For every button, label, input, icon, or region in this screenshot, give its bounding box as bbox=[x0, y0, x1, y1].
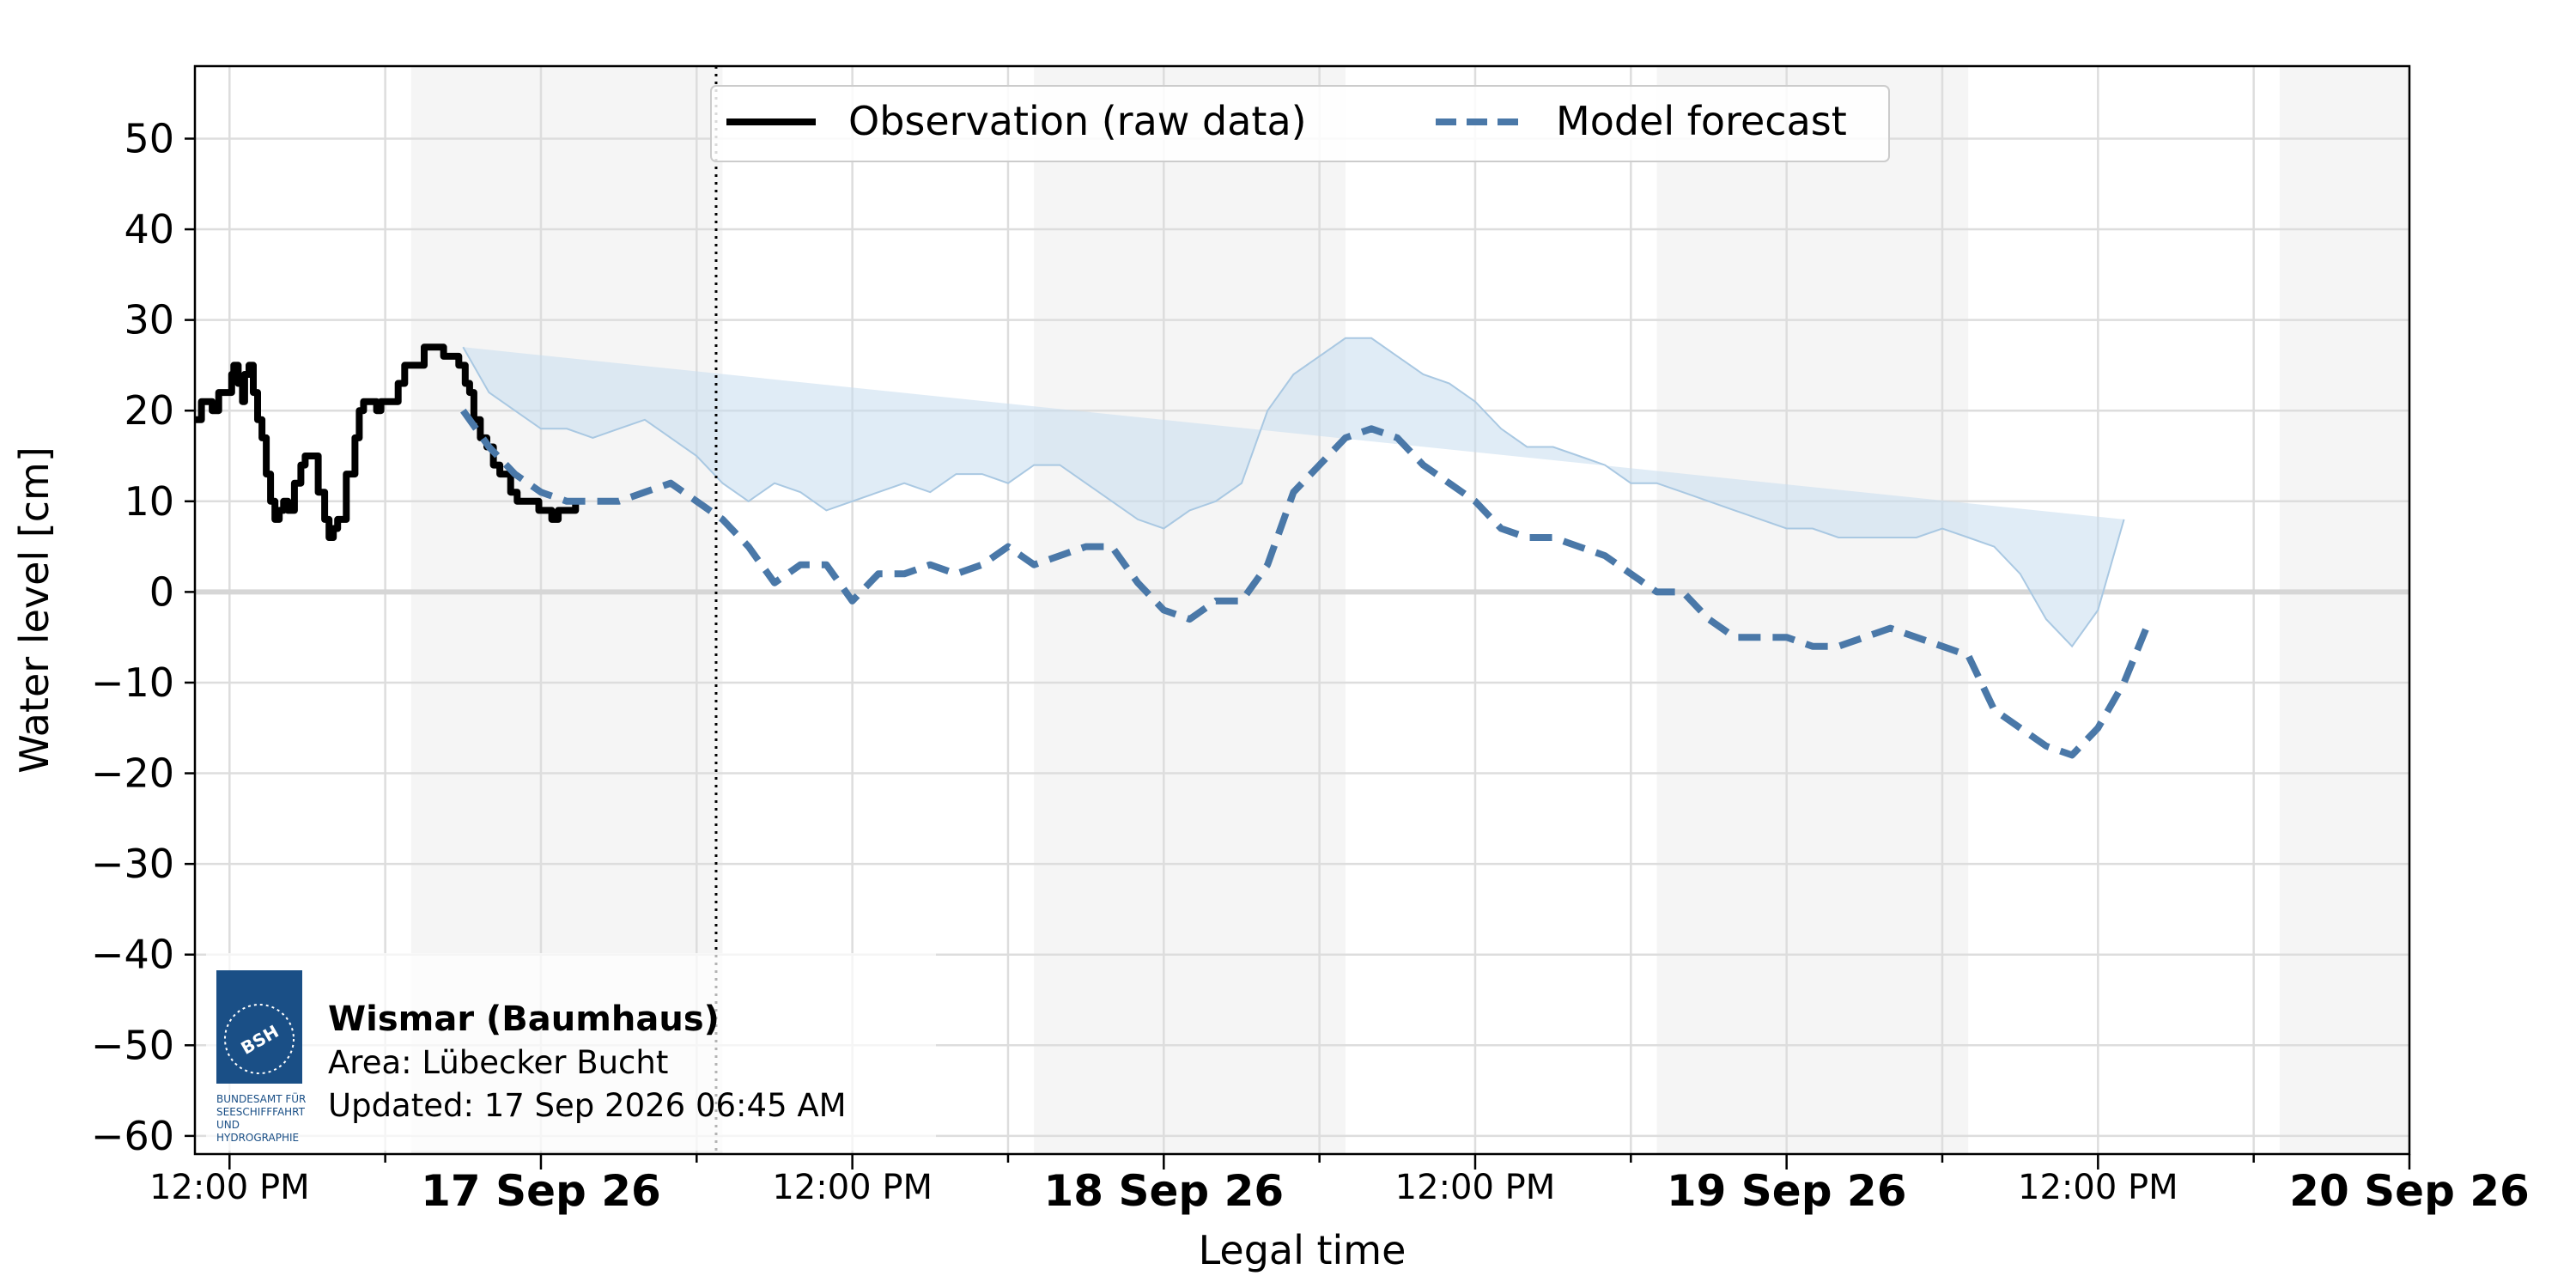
bsh-caption-4: HYDROGRAPHIE bbox=[216, 1132, 299, 1144]
x-tick-label-minor-1: 12:00 PM bbox=[772, 1168, 933, 1207]
station-area: Area: Lübecker Bucht bbox=[328, 1044, 668, 1081]
bsh-logo-ring bbox=[224, 1004, 295, 1074]
night-band-1 bbox=[1034, 66, 1346, 1154]
y-tick-label-4: 10 bbox=[124, 478, 174, 525]
y-axis-ticks: 50 40 30 20 10 0 −10 −20 −30 −40 −50 −60 bbox=[91, 115, 195, 1159]
observation-line bbox=[195, 343, 580, 541]
x-tick-label-major-2: 19 Sep 26 bbox=[1667, 1166, 1907, 1216]
forecast-uncertainty-band bbox=[462, 337, 2125, 648]
legend-observation-label: Observation (raw data) bbox=[848, 98, 1307, 144]
x-tick-label-minor-3: 12:00 PM bbox=[2018, 1168, 2178, 1207]
bsh-caption-1: BUNDESAMT FÜR bbox=[216, 1091, 306, 1105]
bsh-caption-3: UND bbox=[216, 1119, 240, 1131]
x-tick-label-minor-2: 12:00 PM bbox=[1395, 1168, 1556, 1207]
night-shading bbox=[410, 66, 2409, 1154]
plot-frame bbox=[193, 64, 2411, 1156]
station-name: Wismar (Baumhaus) bbox=[328, 999, 720, 1039]
x-tick-label-major-3: 20 Sep 26 bbox=[2289, 1166, 2530, 1216]
y-tick-label-11: −60 bbox=[91, 1113, 174, 1159]
series-lines bbox=[195, 343, 2154, 759]
bsh-logo: BSH BUNDESAMT FÜR SEESCHIFFFAHRT UND HYD… bbox=[216, 970, 306, 1144]
y-tick-label-3: 20 bbox=[124, 387, 174, 434]
legend-forecast-label: Model forecast bbox=[1556, 98, 1847, 144]
x-axis-ticks: 12:00 PM 12:00 PM 12:00 PM 12:00 PM 17 Sep 2… bbox=[149, 1154, 2530, 1216]
night-band-2 bbox=[1656, 66, 1969, 1154]
bsh-caption-2: SEESCHIFFFAHRT bbox=[216, 1106, 306, 1118]
station-updated: Updated: 17 Sep 2026 06:45 AM bbox=[328, 1087, 847, 1124]
y-axis-label: Water level [cm] bbox=[11, 447, 58, 774]
y-tick-label-7: −20 bbox=[91, 750, 174, 797]
y-tick-label-10: −50 bbox=[91, 1022, 174, 1068]
y-tick-label-0: 50 bbox=[124, 115, 174, 161]
y-tick-label-6: −10 bbox=[91, 659, 174, 706]
legend: Observation (raw data) Model forecast bbox=[710, 85, 1890, 162]
y-tick-label-8: −30 bbox=[91, 841, 174, 887]
station-info: BSH BUNDESAMT FÜR SEESCHIFFFAHRT UND HYD… bbox=[206, 953, 936, 1151]
x-tick-label-minor-0: 12:00 PM bbox=[149, 1168, 310, 1207]
forecast-band-area bbox=[462, 337, 2125, 648]
y-tick-label-1: 40 bbox=[124, 206, 174, 252]
y-tick-label-5: 0 bbox=[149, 568, 174, 615]
x-tick-label-major-0: 17 Sep 26 bbox=[421, 1166, 661, 1216]
x-tick-label-major-1: 18 Sep 26 bbox=[1043, 1166, 1284, 1216]
bsh-logo-mark bbox=[216, 970, 302, 1084]
x-axis-label: Legal time bbox=[1199, 1227, 1406, 1273]
y-tick-label-9: −40 bbox=[91, 932, 174, 978]
y-tick-label-2: 30 bbox=[124, 297, 174, 343]
night-band-3 bbox=[2279, 66, 2409, 1154]
